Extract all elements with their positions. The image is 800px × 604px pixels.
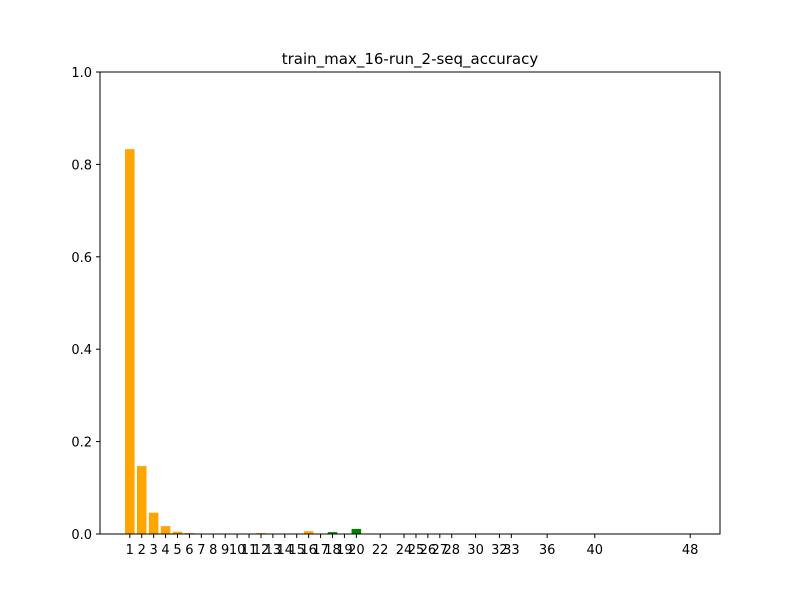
x-tick-label: 48 <box>682 543 699 558</box>
x-tick-label: 24 <box>396 543 413 558</box>
x-tick-label: 15 <box>288 543 305 558</box>
axes-layer <box>99 71 721 535</box>
x-tick-label: 17 <box>312 543 329 558</box>
plot-frame <box>99 71 721 535</box>
x-tick-label: 13 <box>265 543 282 558</box>
x-tick-label: 25 <box>408 543 425 558</box>
x-tick-label: 4 <box>161 543 169 558</box>
x-tick-label: 16 <box>300 543 317 558</box>
bar-4 <box>160 526 171 534</box>
x-tick-label: 11 <box>241 543 258 558</box>
x-tick-label: 33 <box>503 543 520 558</box>
x-tick-label: 5 <box>173 543 181 558</box>
bar-5 <box>172 531 183 534</box>
y-tick-label: 0.0 <box>71 528 92 543</box>
x-tick-label: 7 <box>197 543 205 558</box>
x-tick-label: 20 <box>348 543 365 558</box>
y-tick-label: 0.2 <box>71 436 92 451</box>
x-tick-label: 22 <box>372 543 389 558</box>
y-tick-label: 0.8 <box>71 158 92 173</box>
x-tick-label: 30 <box>467 543 484 558</box>
y-tick-label: 1.0 <box>71 66 92 81</box>
chart-title: train_max_16-run_2-seq_accuracy <box>282 50 539 69</box>
bar-16 <box>303 531 314 534</box>
bar-2 <box>136 466 147 534</box>
bar-3 <box>148 512 159 534</box>
y-tick-label: 0.6 <box>71 251 92 266</box>
x-tick-label: 40 <box>587 543 604 558</box>
bar-20 <box>351 528 362 534</box>
y-axis: 0.0 0.2 0.4 0.6 0.8 1.0 <box>71 66 100 543</box>
bar-1 <box>125 149 135 534</box>
x-tick-label: 14 <box>277 543 294 558</box>
x-tick-label: 12 <box>253 543 270 558</box>
x-tick-label: 27 <box>432 543 449 558</box>
x-tick-label: 19 <box>336 543 353 558</box>
x-tick-label: 10 <box>229 543 246 558</box>
bar-18 <box>327 532 338 534</box>
x-tick-label: 26 <box>420 543 437 558</box>
x-tick-label: 28 <box>443 543 460 558</box>
x-tick-label: 8 <box>209 543 217 558</box>
x-tick-label: 3 <box>150 543 158 558</box>
x-tick-label: 2 <box>138 543 146 558</box>
x-tick-label: 32 <box>491 543 508 558</box>
x-tick-label: 1 <box>126 543 134 558</box>
y-tick-label: 0.4 <box>71 343 92 358</box>
x-tick-label: 18 <box>324 543 341 558</box>
x-tick-label: 36 <box>539 543 556 558</box>
x-tick-label: 6 <box>185 543 193 558</box>
x-tick-label: 9 <box>221 543 229 558</box>
